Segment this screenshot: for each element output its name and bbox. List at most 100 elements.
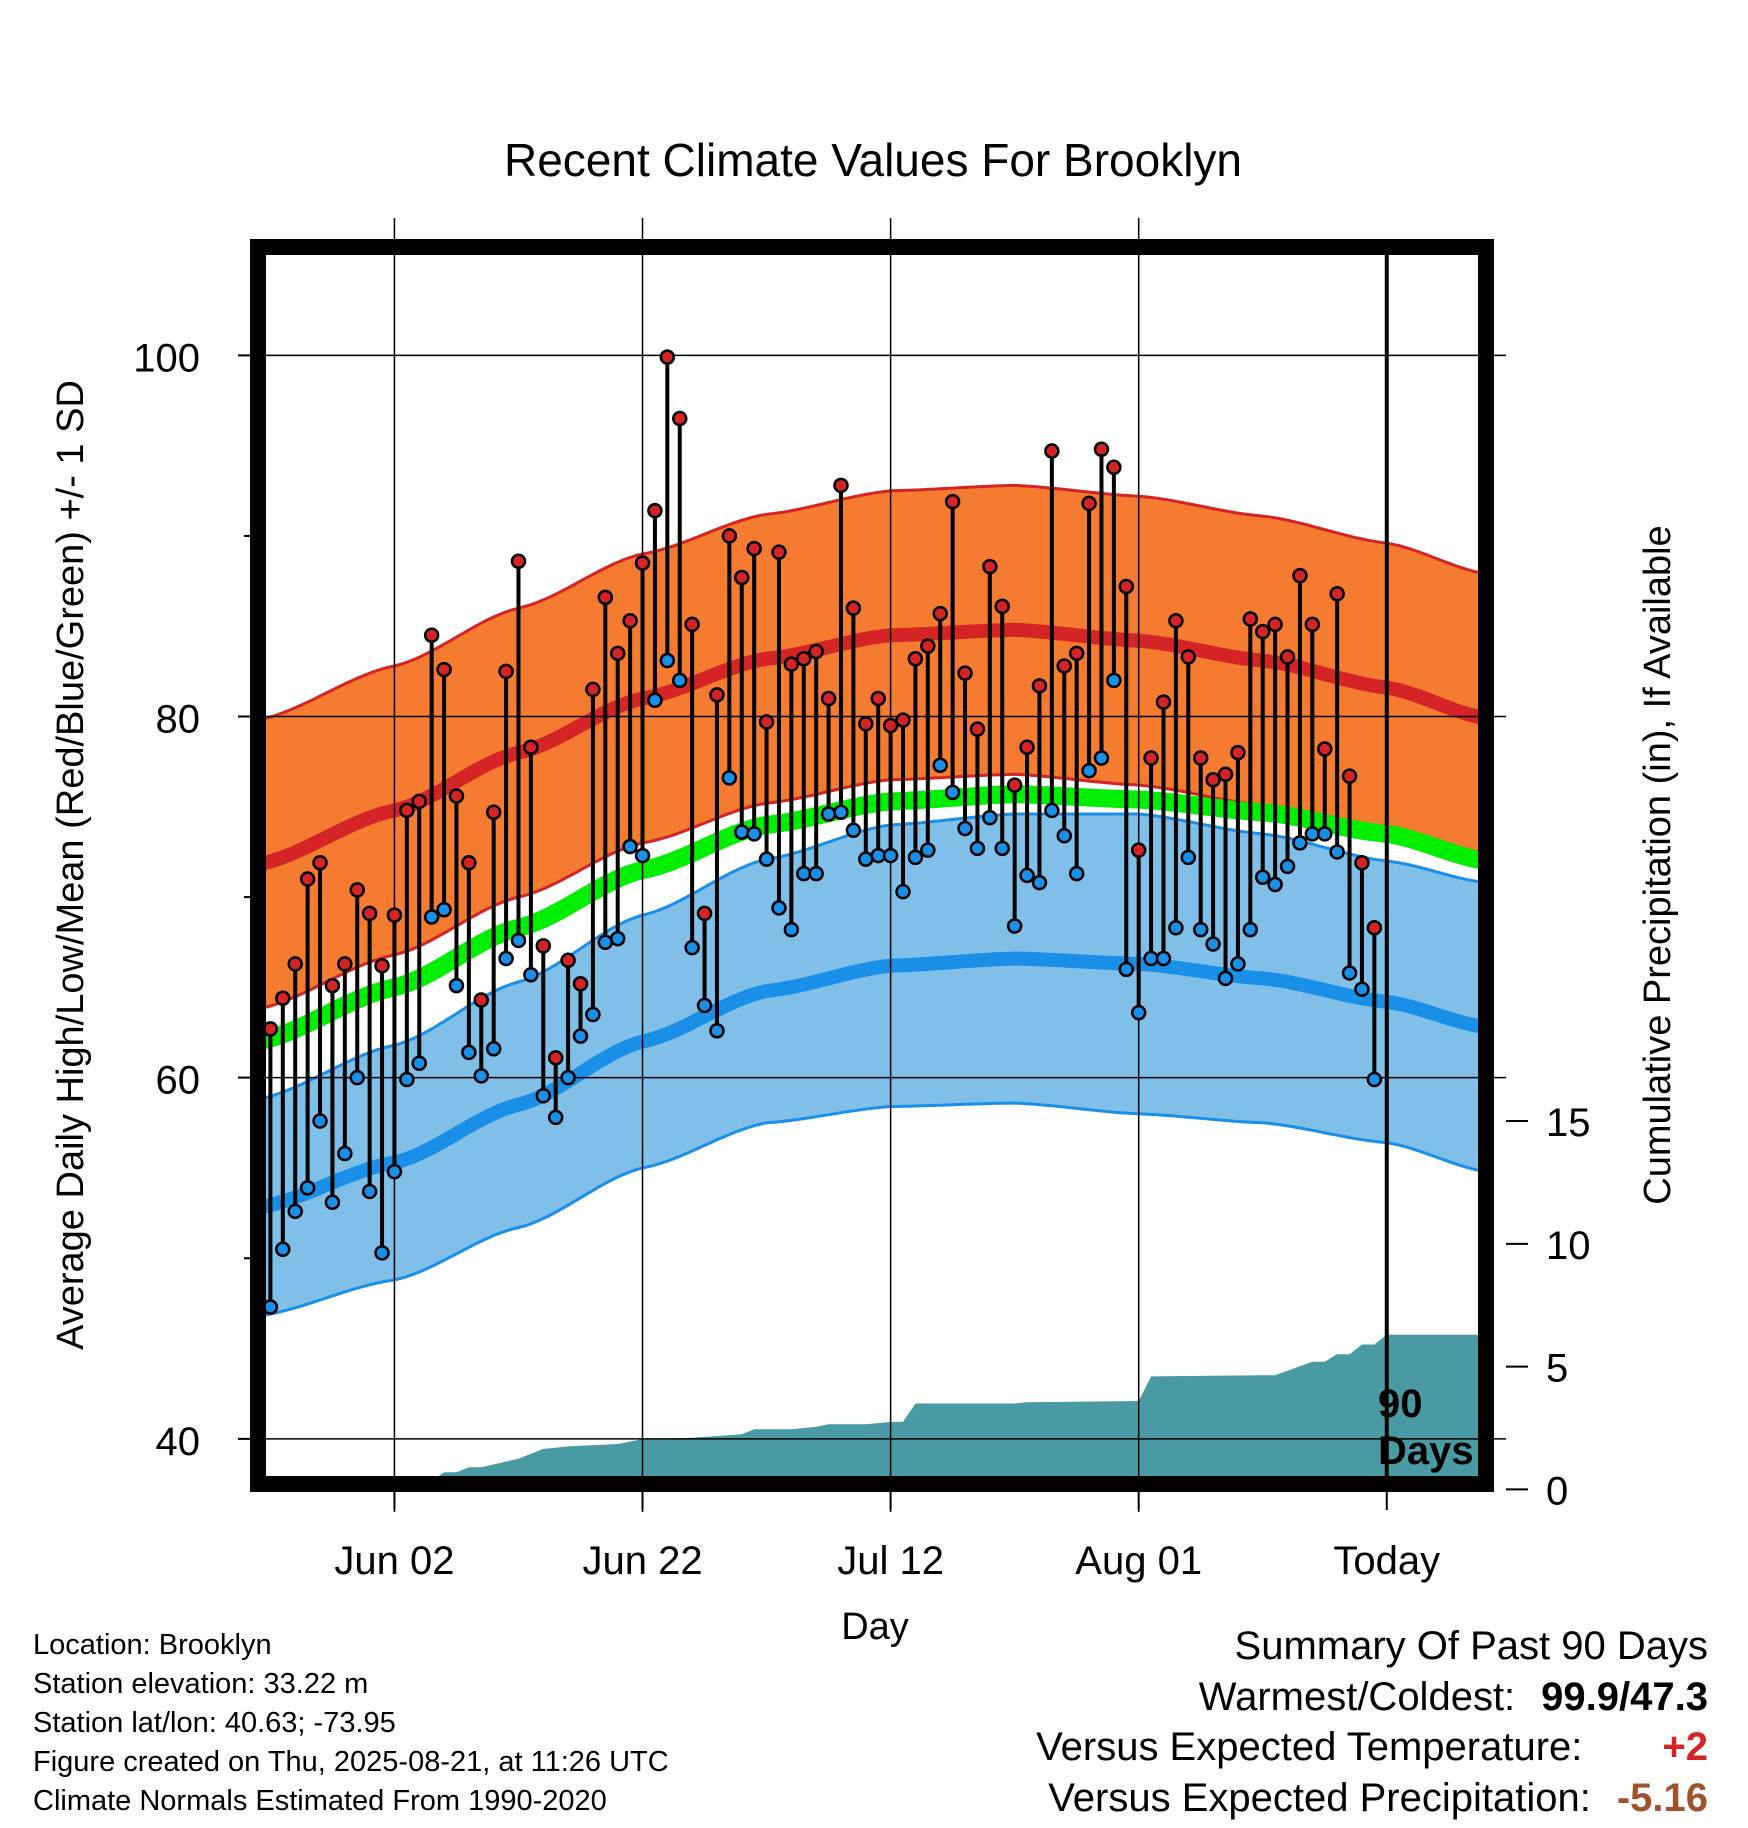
obs-low-point (1044, 802, 1060, 819)
obs-low-point (523, 967, 539, 983)
obs-high-point (374, 957, 390, 974)
obs-high-point (535, 938, 552, 954)
obs-low-point (758, 851, 775, 867)
obs-low-point (1254, 869, 1271, 885)
obs-low-point (473, 1068, 490, 1084)
y2-axis-label: Cumulative Precipitation (in), If Availa… (1637, 525, 1679, 1204)
axes: 40 60 80 100 Jun 02 Jun 22 Jul 12 Aug 01 Today 0 5… (133, 336, 1590, 1583)
obs-low-point (1192, 921, 1209, 938)
chart-title: Recent Climate Values For Brooklyn (504, 134, 1242, 186)
obs-low-point (324, 1194, 341, 1211)
obs-high-point (771, 544, 787, 560)
precip-label: Versus Expected Precipitation: (1048, 1776, 1591, 1820)
obs-low-point (721, 770, 738, 786)
obs-high-point (1044, 443, 1060, 459)
summary-precip-row: Versus Expected Precipitation: -5.16 (1048, 1776, 1708, 1821)
obs-high-point (671, 410, 688, 427)
info-normals: Climate Normals Estimated From 1990-2020 (33, 1785, 607, 1817)
obs-high-point (1329, 585, 1345, 602)
obs-high-point (411, 793, 428, 810)
x-tick-label: Aug 01 (1075, 1539, 1202, 1583)
obs-low-point (337, 1145, 353, 1162)
obs-low-point (1130, 1004, 1147, 1021)
obs-low-point (771, 900, 787, 916)
y-tick-label: 60 (156, 1059, 201, 1103)
obs-high-point (1267, 616, 1283, 633)
obs-high-point (907, 650, 924, 667)
summary-warmest-row: Warmest/Coldest: 99.9/47.3 (1199, 1675, 1708, 1720)
obs-high-point (498, 663, 514, 680)
obs-low-point (796, 865, 812, 882)
obs-high-point (386, 907, 403, 923)
obs-low-point (1068, 865, 1085, 882)
obs-low-point (585, 1006, 601, 1023)
obs-high-point (572, 976, 589, 992)
obs-low-point (783, 921, 800, 938)
obs-low-point (1217, 970, 1234, 987)
observations (262, 349, 1383, 1315)
mean-normal-line (258, 785, 1486, 1051)
obs-low-point (1093, 750, 1110, 766)
obs-high-point (1006, 777, 1023, 793)
obs-high-point (944, 493, 961, 510)
obs-low-point (870, 847, 886, 864)
obs-low-point (287, 1203, 303, 1220)
obs-high-point (1180, 649, 1197, 665)
obs-low-point (1292, 835, 1308, 851)
obs-low-point (1279, 858, 1296, 875)
obs-high-point (1168, 613, 1184, 629)
obs-high-point (523, 739, 539, 755)
obs-high-point (1068, 645, 1085, 662)
grid-lines (238, 218, 1506, 1512)
obs-high-point (1155, 694, 1172, 710)
obs-high-point (485, 804, 502, 820)
obs-high-point (324, 977, 341, 994)
obs-high-point (349, 882, 365, 898)
temp-value: +2 (1662, 1725, 1708, 1769)
obs-low-point (671, 672, 688, 689)
obs-low-point (1329, 844, 1345, 860)
obs-low-point (1242, 921, 1259, 938)
obs-high-point (684, 616, 700, 633)
obs-high-point (696, 905, 713, 922)
obs-low-point (560, 1069, 576, 1086)
y-tick-label: 100 (133, 336, 200, 380)
obs-high-point (1031, 678, 1048, 694)
info-created: Figure created on Thu, 2025-08-21, at 11… (33, 1746, 669, 1778)
precip-value: -5.16 (1616, 1776, 1708, 1820)
y2-tick-label: 0 (1546, 1469, 1568, 1513)
obs-high-point (1019, 739, 1035, 755)
obs-high-point (634, 555, 651, 571)
obs-low-point (808, 865, 824, 882)
x-tick-label: Today (1333, 1539, 1440, 1583)
obs-high-point (895, 712, 911, 728)
obs-low-point (734, 824, 750, 840)
low-lower-line (258, 1101, 1486, 1318)
obs-high-point (1106, 459, 1122, 476)
obs-low-point (820, 806, 837, 822)
obs-low-point (411, 1055, 428, 1071)
obs-high-point (1279, 649, 1296, 665)
obs-high-point (647, 502, 663, 519)
obs-high-point (1242, 611, 1259, 627)
obs-low-point (684, 939, 700, 956)
obs-high-point (1143, 750, 1159, 766)
obs-low-point (275, 1241, 291, 1257)
x-tick-label: Jun 22 (582, 1539, 702, 1583)
obs-low-point (907, 849, 924, 866)
obs-high-point (845, 600, 862, 616)
obs-high-point (1081, 495, 1097, 512)
obs-low-point (349, 1069, 365, 1086)
y-tick-label: 80 (156, 698, 201, 742)
obs-high-point (982, 558, 998, 575)
obs-high-point (1056, 658, 1073, 674)
temp-label: Versus Expected Temperature: (1036, 1725, 1583, 1769)
obs-low-point (609, 930, 626, 947)
obs-low-point (547, 1109, 564, 1126)
obs-high-point (461, 855, 477, 871)
summary-heading: Summary Of Past 90 Days (1234, 1624, 1708, 1668)
obs-low-point (1168, 920, 1184, 936)
obs-low-point (944, 784, 961, 801)
obs-high-point (1366, 920, 1383, 936)
